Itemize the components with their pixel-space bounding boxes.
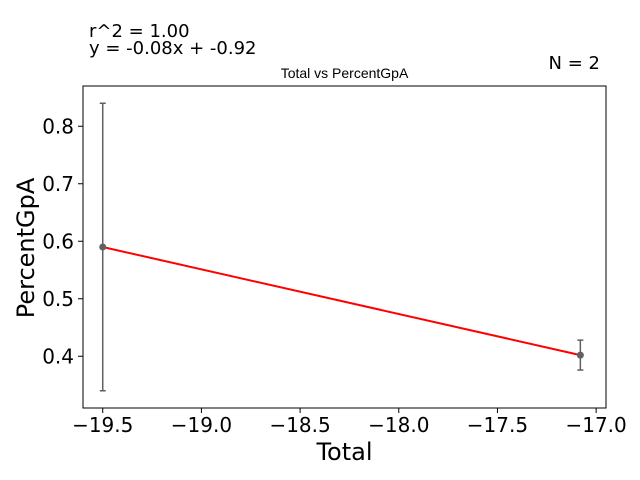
x-axis-label: Total: [315, 438, 372, 466]
chart-title: Total vs PercentGpA: [281, 65, 409, 81]
x-tick-label: −19.5: [72, 413, 133, 437]
x-tick-label: −18.5: [269, 413, 330, 437]
y-axis-label: PercentGpA: [12, 177, 40, 318]
regression-line: [102, 246, 581, 357]
axes: −19.5 −19.0 −18.5 −18.0 −17.5 −17.0 0.4 0.5 0.6 0…: [42, 85, 627, 437]
plot-area: [99, 102, 584, 392]
data-point-1: [99, 243, 107, 251]
r-squared-annotation: r^2 = 1.00: [89, 21, 190, 42]
sample-size-label: N = 2: [549, 53, 600, 74]
x-tick-label: −19.0: [171, 413, 232, 437]
y-tick-label: 0.6: [42, 229, 74, 253]
x-tick-label: −17.0: [565, 413, 626, 437]
y-tick-label: 0.5: [42, 287, 74, 311]
y-tick-label: 0.8: [42, 114, 74, 138]
plot-frame: [82, 85, 607, 409]
regression-equation: y = -0.08x + -0.92: [89, 38, 257, 59]
x-tick-label: −17.5: [467, 413, 528, 437]
data-point-2: [576, 351, 584, 359]
y-tick-label: 0.4: [42, 344, 74, 368]
x-tick-label: −18.0: [368, 413, 429, 437]
y-tick-label: 0.7: [42, 172, 74, 196]
